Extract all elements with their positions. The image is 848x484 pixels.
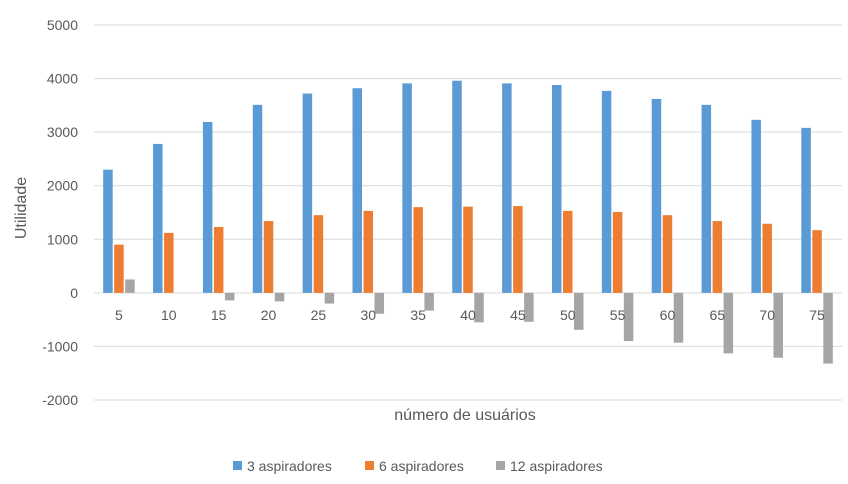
bar: [363, 210, 374, 293]
bar: [551, 85, 562, 293]
bar: [474, 292, 484, 323]
bar: [125, 279, 135, 293]
bar: [502, 83, 512, 293]
bar: [612, 211, 623, 293]
bar: [812, 230, 822, 293]
x-tick-label: 15: [211, 307, 227, 323]
x-axis-title: número de usuários: [394, 407, 535, 424]
bar: [463, 206, 473, 293]
x-tick-label: 60: [660, 307, 676, 323]
bar: [651, 98, 662, 293]
bar: [773, 292, 783, 358]
x-tick-label: 5: [115, 307, 123, 323]
bar: [374, 292, 385, 314]
bars: [103, 80, 833, 364]
legend-swatch: [496, 461, 505, 470]
bar: [424, 292, 434, 311]
bar: [601, 90, 612, 293]
bar: [623, 292, 634, 342]
bar: [452, 80, 462, 293]
legend-label: 12 aspiradores: [510, 458, 603, 474]
legend-swatch: [365, 461, 374, 470]
legend: 3 aspiradores 6 aspiradores 12 aspiradores: [233, 458, 603, 474]
bar: [823, 292, 833, 364]
x-tick-label: 30: [360, 307, 376, 323]
bar: [673, 292, 684, 343]
bar: [153, 143, 163, 293]
bar: [164, 232, 174, 293]
legend-label: 3 aspiradores: [247, 458, 332, 474]
bar: [274, 292, 285, 302]
bar: [224, 292, 235, 301]
x-tick-label: 70: [759, 307, 775, 323]
bar: [302, 93, 313, 293]
bar: [751, 119, 761, 293]
x-tick-label: 75: [809, 307, 825, 323]
x-tick-label: 40: [460, 307, 476, 323]
x-tick-label: 50: [560, 307, 576, 323]
y-tick-label: 2000: [47, 178, 78, 194]
bar: [762, 223, 772, 293]
y-tick-label: 4000: [47, 71, 78, 87]
legend-label: 6 aspiradores: [379, 458, 464, 474]
bar: [263, 221, 274, 293]
x-tick-label: 35: [410, 307, 426, 323]
bar: [712, 221, 723, 293]
bar: [573, 292, 584, 330]
bar: [801, 127, 811, 293]
y-tick-label: 3000: [47, 124, 78, 140]
y-tick-label: 0: [70, 285, 78, 301]
legend-swatch: [233, 461, 242, 470]
bar: [324, 292, 335, 304]
bar: [252, 104, 263, 293]
x-tick-label: 20: [261, 307, 277, 323]
x-tick-label: 55: [610, 307, 626, 323]
x-tick-label: 25: [311, 307, 327, 323]
y-tick-label: 1000: [47, 231, 78, 247]
bar: [513, 206, 523, 293]
bar: [701, 104, 712, 293]
bar: [352, 88, 363, 293]
x-axis-tick-labels: 5 10 15 20 25 30 35 40 45 50 55 60 65 70 75: [115, 307, 825, 323]
y-axis-tick-labels: -2000 -1000 0 1000 2000 3000 4000 5000: [42, 17, 78, 408]
bar: [524, 292, 534, 322]
x-tick-label: 10: [161, 307, 177, 323]
bar: [402, 83, 412, 293]
bar: [103, 169, 113, 293]
bar: [313, 215, 324, 293]
bar: [562, 210, 573, 293]
bar: [114, 244, 124, 293]
y-tick-label: -1000: [42, 338, 78, 354]
bar: [413, 207, 423, 293]
bar: [662, 215, 673, 293]
x-tick-label: 65: [710, 307, 726, 323]
bar: [213, 226, 224, 293]
y-axis-title: Utilidade: [13, 177, 30, 239]
bar: [202, 121, 213, 293]
y-tick-label: -2000: [42, 392, 78, 408]
x-tick-label: 45: [510, 307, 526, 323]
y-tick-label: 5000: [47, 17, 78, 33]
bar: [723, 292, 734, 354]
